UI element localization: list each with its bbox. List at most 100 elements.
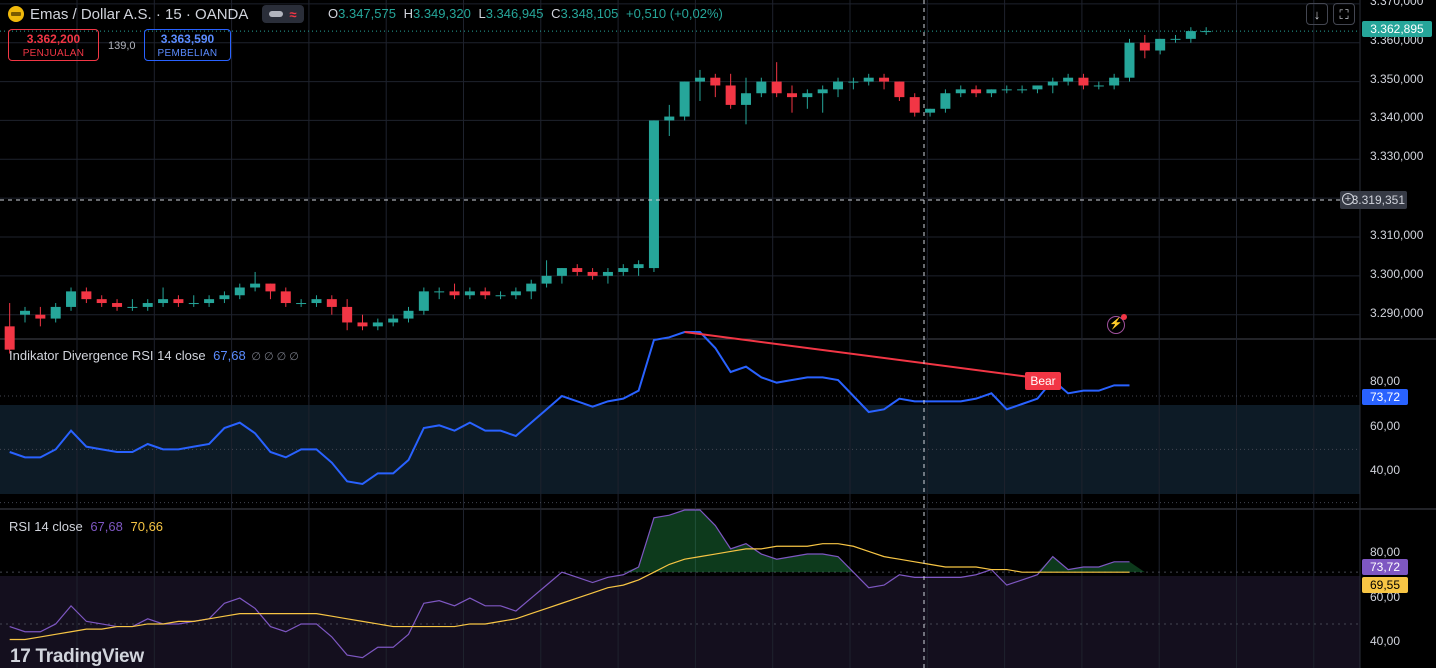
divergence-tick: 60,00	[1370, 419, 1401, 433]
candle-body	[986, 89, 997, 94]
candle-body	[1185, 31, 1196, 39]
close-label: C	[551, 6, 561, 21]
candle-body	[66, 291, 77, 307]
price-tick: 3.370,000	[1370, 0, 1424, 8]
rsi-tick: 60,00	[1370, 590, 1401, 604]
candle-body	[1109, 77, 1120, 86]
high-value: 3.349,320	[412, 6, 471, 21]
indicator-toggle[interactable]: ≈	[262, 5, 304, 23]
candle-body	[20, 310, 31, 315]
tradingview-logo[interactable]: 17 TradingView	[10, 646, 144, 668]
fullscreen-button[interactable]: ⛶	[1333, 3, 1355, 25]
candle-body	[817, 89, 828, 94]
buy-button[interactable]: 3.363,590 PEMBELIAN	[144, 29, 231, 61]
candle-body	[326, 299, 337, 307]
candle-body	[633, 264, 644, 269]
candle-body	[802, 93, 813, 98]
candle-body	[50, 306, 61, 319]
candle-body	[1078, 77, 1089, 86]
candle-body	[971, 89, 982, 94]
rsi-value: 67,68	[90, 519, 123, 534]
rsi-ma-line	[9, 543, 1130, 641]
download-button[interactable]: ↓	[1306, 3, 1328, 25]
candle-body	[1001, 89, 1012, 91]
candle-body	[1201, 31, 1212, 33]
candle-body	[434, 291, 445, 293]
candle-body	[418, 291, 429, 311]
candle-body	[1170, 38, 1181, 40]
buy-price: 3.363,590	[160, 32, 215, 46]
divergence-value: 67,68	[213, 348, 246, 363]
candle-body	[158, 299, 169, 304]
candle-body	[388, 318, 399, 323]
open-label: O	[328, 6, 339, 21]
rsi-panel-title[interactable]: RSI 14 close 67,68 70,66	[9, 519, 163, 534]
low-value: 3.346,945	[485, 6, 544, 21]
rsi-divergence-line	[9, 331, 1130, 486]
divergence-tick: 80,00	[1370, 374, 1401, 388]
divergence-symbols: ∅ ∅ ∅ ∅	[251, 351, 299, 363]
candle-body	[480, 291, 491, 296]
symbol-title: Emas / Dollar A.S. · 15 · OANDA	[30, 5, 249, 23]
candle-body	[648, 120, 659, 269]
candle-body	[280, 291, 291, 304]
buy-label: PEMBELIAN	[157, 48, 218, 59]
candle-body	[372, 322, 383, 327]
rsi-band	[0, 576, 1360, 668]
close-value: 3.348,105	[560, 6, 619, 21]
sell-label: PENJUALAN	[22, 48, 85, 59]
candle-body	[787, 93, 798, 98]
candle-body	[863, 77, 874, 82]
candle-body	[1032, 85, 1043, 90]
price-tick: 3.350,000	[1370, 72, 1424, 86]
candle-body	[234, 287, 245, 296]
candle-body	[464, 291, 475, 296]
bear-divergence-line	[684, 331, 1053, 381]
spread-value: 139,0	[108, 40, 136, 52]
candle-body	[142, 303, 153, 307]
low-label: L	[478, 6, 486, 21]
candle-body	[556, 268, 567, 276]
sell-button[interactable]: 3.362,200 PENJUALAN	[8, 29, 99, 61]
candle-body	[848, 81, 859, 83]
candle-body	[618, 268, 629, 272]
candle-body	[679, 81, 690, 117]
rsi-value-tag: 73,72	[1362, 559, 1408, 575]
candle-body	[1063, 77, 1074, 82]
candle-body	[771, 81, 782, 94]
symbol-header[interactable]: Emas / Dollar A.S. · 15 · OANDA ≈	[8, 3, 304, 25]
candle-body	[311, 299, 322, 304]
candle-body	[725, 85, 736, 105]
candle-body	[602, 271, 613, 276]
rsi-tick: 80,00	[1370, 545, 1401, 559]
add-alert-icon[interactable]: +	[1342, 193, 1354, 205]
rsi-ma-value: 70,66	[130, 519, 164, 534]
fullscreen-icon: ⛶	[1339, 7, 1349, 22]
divergence-panel-title[interactable]: Indikator Divergence RSI 14 close 67,68 …	[9, 348, 299, 363]
candle-body	[403, 310, 414, 319]
candle-body	[664, 116, 675, 121]
candle-body	[1139, 42, 1150, 51]
lightning-icon[interactable]: ⚡	[1107, 314, 1127, 334]
candle-body	[740, 93, 751, 105]
rsi-tick: 40,00	[1370, 634, 1401, 648]
overbought-fill	[1037, 556, 1145, 573]
candle-body	[587, 271, 598, 276]
candle-body	[756, 81, 767, 94]
open-value: 3.347,575	[338, 6, 396, 21]
candle-body	[112, 303, 123, 307]
candle-body	[510, 291, 521, 296]
divergence-title: Indikator Divergence RSI 14 close	[9, 348, 206, 363]
candle-body	[81, 291, 92, 300]
bear-label: Bear	[1025, 372, 1061, 390]
wave-icon: ≈	[289, 6, 297, 22]
candle-body	[265, 283, 276, 292]
candle-body	[35, 314, 46, 319]
rsi-ma-tag: 69,55	[1362, 577, 1408, 593]
price-tick: 3.340,000	[1370, 110, 1424, 124]
brand-text: TradingView	[35, 646, 145, 667]
change-value: +0,510 (+0,02%)	[626, 6, 723, 21]
candle-body	[833, 81, 844, 90]
candle-body	[1124, 42, 1135, 78]
